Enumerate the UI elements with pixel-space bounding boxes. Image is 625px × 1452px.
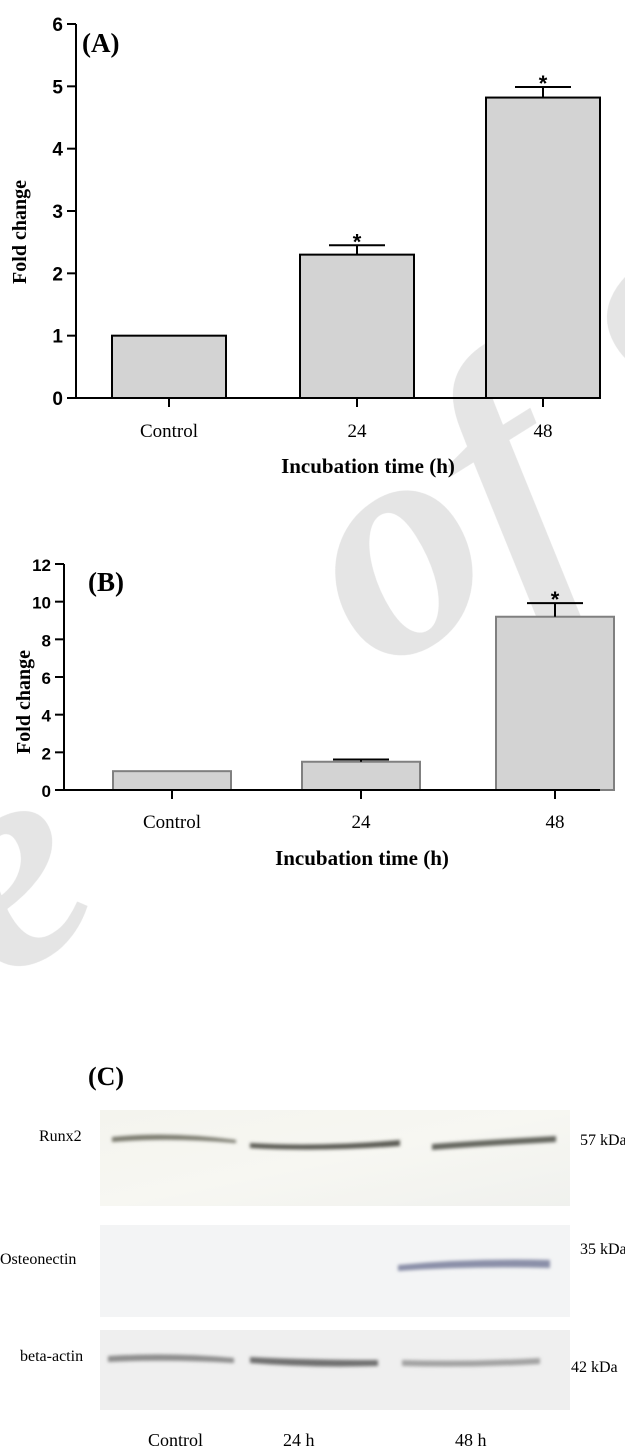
y-tick-label: 0 — [52, 389, 63, 410]
y-tick-label: 2 — [42, 744, 51, 763]
bar-24 — [302, 762, 420, 790]
bar-48 — [496, 617, 614, 790]
bar-48 — [486, 98, 600, 398]
x-tick-label: Control — [140, 421, 198, 442]
blot-lane-control: Control — [148, 1430, 203, 1450]
blot-membrane-osteonectin — [100, 1225, 570, 1317]
bar-24 — [300, 255, 414, 398]
blot-size-osteonectin: 35 kDa — [580, 1241, 625, 1258]
blot-membrane-actin — [100, 1330, 570, 1410]
y-tick-label: 4 — [42, 707, 52, 726]
x-axis-title: Incubation time (h) — [281, 454, 455, 478]
y-tick-label: 6 — [52, 15, 63, 36]
significance-marker: * — [551, 587, 560, 612]
y-tick-label: 10 — [32, 594, 51, 613]
y-axis-title: Fold change — [9, 180, 31, 284]
x-tick-label: 24 — [352, 812, 372, 833]
x-tick-label: 48 — [546, 812, 565, 833]
y-tick-label: 1 — [52, 327, 63, 348]
significance-marker: * — [353, 229, 362, 254]
blot-panel-label: (C) — [88, 1062, 124, 1091]
western-blot: (C) Runx2 Osteonectin beta — [0, 1062, 625, 1450]
blot-membrane-runx2 — [100, 1110, 570, 1206]
panel-label: (A) — [82, 28, 119, 58]
y-tick-label: 5 — [52, 77, 63, 98]
y-tick-label: 2 — [52, 264, 63, 285]
bar-control — [112, 336, 226, 398]
x-axis-title: Incubation time (h) — [275, 846, 449, 870]
y-tick-label: 4 — [52, 140, 63, 161]
blot-size-actin: 42 kDa — [571, 1359, 618, 1376]
blot-label-osteonectin: Osteonectin — [0, 1251, 76, 1268]
blot-lane-48h: 48 h — [455, 1430, 487, 1450]
blot-size-runx2: 57 kDa — [580, 1132, 625, 1149]
blot-lane-24h: 24 h — [283, 1430, 315, 1450]
y-tick-label: 3 — [52, 202, 63, 223]
y-tick-label: 0 — [42, 782, 51, 801]
y-tick-label: 12 — [32, 556, 51, 575]
y-tick-label: 8 — [42, 631, 51, 650]
y-tick-label: 6 — [42, 669, 51, 688]
x-tick-label: 24 — [348, 421, 368, 442]
panel-label: (B) — [88, 567, 124, 597]
y-axis-title: Fold change — [13, 650, 35, 754]
significance-marker: * — [539, 71, 548, 96]
blot-label-runx2: Runx2 — [39, 1128, 82, 1145]
x-tick-label: 48 — [534, 421, 553, 442]
x-tick-label: Control — [143, 812, 201, 833]
blot-label-beta-actin: beta-actin — [20, 1348, 83, 1365]
bar-control — [113, 771, 231, 790]
